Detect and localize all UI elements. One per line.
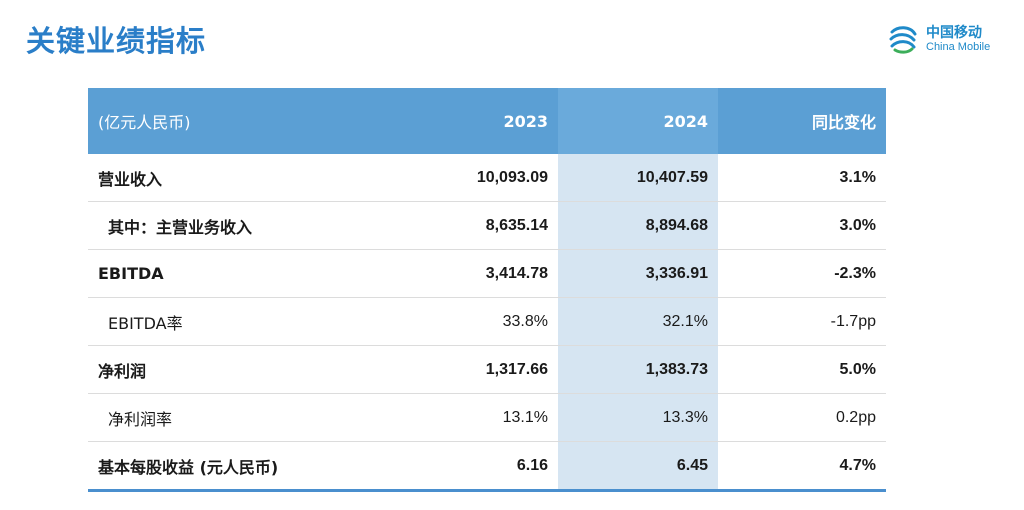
row-label: 净利润率	[88, 393, 388, 442]
value-2023: 6.16	[388, 441, 558, 492]
table-header-row: (亿元人民币) 2023 2024 同比变化	[88, 88, 886, 154]
logo-text-en: China Mobile	[926, 41, 991, 53]
value-2024: 13.3%	[558, 393, 718, 442]
header-2024: 2024	[558, 88, 718, 154]
header-2023: 2023	[388, 88, 558, 154]
company-logo: 中国移动 China Mobile	[886, 20, 1006, 60]
value-change: 5.0%	[718, 345, 886, 394]
table-row: 净利润 1,317.66 1,383.73 5.0%	[88, 345, 886, 394]
value-2024: 1,383.73	[558, 345, 718, 394]
row-label: EBITDA	[88, 249, 388, 298]
value-change: 3.0%	[718, 201, 886, 250]
value-2023: 3,414.78	[388, 249, 558, 298]
value-2024: 6.45	[558, 441, 718, 492]
value-change: 0.2pp	[718, 393, 886, 442]
value-2023: 33.8%	[388, 297, 558, 346]
header-unit: (亿元人民币)	[88, 88, 388, 154]
china-mobile-logo-icon	[889, 26, 917, 54]
table-row: 净利润率 13.1% 13.3% 0.2pp	[88, 393, 886, 442]
value-change: 3.1%	[718, 154, 886, 202]
logo-text-cn: 中国移动	[926, 25, 982, 41]
row-label: 营业收入	[88, 154, 388, 202]
table-row: 其中：主营业务收入 8,635.14 8,894.68 3.0%	[88, 201, 886, 250]
row-label: EBITDA率	[88, 297, 388, 346]
value-change: -1.7pp	[718, 297, 886, 346]
row-label: 净利润	[88, 345, 388, 394]
value-2023: 10,093.09	[388, 154, 558, 202]
table-row: EBITDA 3,414.78 3,336.91 -2.3%	[88, 249, 886, 298]
value-2023: 8,635.14	[388, 201, 558, 250]
value-2024: 10,407.59	[558, 154, 718, 202]
table-row: 营业收入 10,093.09 10,407.59 3.1%	[88, 154, 886, 202]
value-change: 4.7%	[718, 441, 886, 492]
table-row: EBITDA率 33.8% 32.1% -1.7pp	[88, 297, 886, 346]
header-yoy-change: 同比变化	[718, 88, 886, 154]
row-label: 其中：主营业务收入	[88, 201, 388, 250]
value-2024: 8,894.68	[558, 201, 718, 250]
value-2024: 3,336.91	[558, 249, 718, 298]
row-label: 基本每股收益 (元人民币)	[88, 441, 388, 492]
page-title: 关键业绩指标	[26, 24, 207, 58]
table-row: 基本每股收益 (元人民币) 6.16 6.45 4.7%	[88, 441, 886, 492]
value-2024: 32.1%	[558, 297, 718, 346]
value-2023: 1,317.66	[388, 345, 558, 394]
value-change: -2.3%	[718, 249, 886, 298]
value-2023: 13.1%	[388, 393, 558, 442]
kpi-table: (亿元人民币) 2023 2024 同比变化 营业收入 10,093.09 10…	[88, 88, 886, 492]
